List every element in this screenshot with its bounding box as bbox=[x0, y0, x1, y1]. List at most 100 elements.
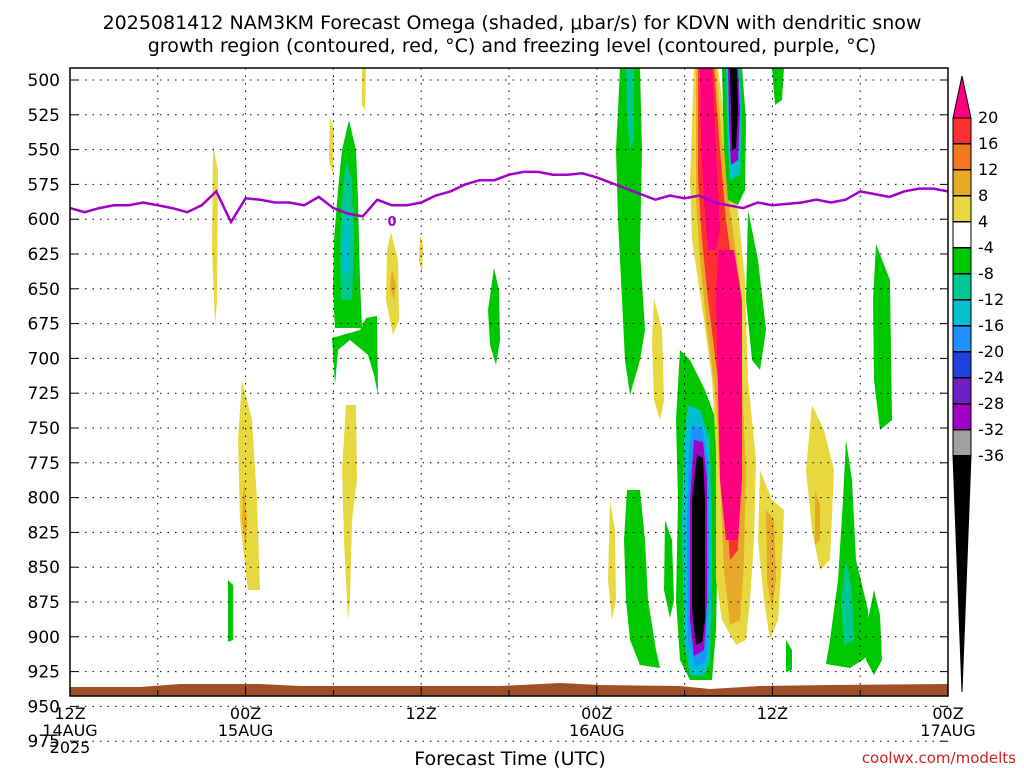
omega-rise-teal bbox=[841, 560, 854, 645]
colorbar-top-arrow bbox=[952, 75, 972, 119]
colorbar-label: -8 bbox=[978, 264, 994, 283]
colorbar-swatch bbox=[952, 403, 972, 430]
omega-sink-orange bbox=[766, 510, 776, 610]
omega-sink-yellow bbox=[419, 235, 423, 275]
x-tick-label: 00Z bbox=[932, 704, 963, 723]
freezing-level-line bbox=[69, 170, 949, 225]
x-tick-label: 00Z bbox=[581, 704, 612, 723]
omega-sink-yellow bbox=[608, 500, 616, 620]
x-tick-label: 12Z bbox=[406, 704, 437, 723]
omega-rise-green bbox=[786, 640, 792, 672]
y-tick-label: 600 bbox=[28, 210, 60, 230]
chart-title-line-2: growth region (contoured, red, °C) and f… bbox=[148, 35, 877, 57]
y-tick-label: 650 bbox=[28, 280, 60, 300]
y-tick-label: 750 bbox=[28, 419, 60, 439]
omega-sink-yellow bbox=[806, 405, 834, 570]
omega-sink-yellow bbox=[238, 380, 260, 590]
x-tick-label: 16AUG bbox=[569, 721, 624, 740]
x-tick-label: 14AUG bbox=[42, 721, 97, 740]
y-tick-label: 625 bbox=[28, 245, 60, 265]
colorbar-swatch bbox=[952, 273, 972, 300]
omega-rise-black bbox=[692, 455, 705, 645]
omega-rise-black bbox=[730, 68, 738, 150]
y-tick-label: 675 bbox=[28, 315, 60, 335]
colorbar-label: 12 bbox=[978, 160, 998, 179]
y-tick-label: 850 bbox=[28, 558, 60, 578]
colorbar-swatch bbox=[952, 377, 972, 404]
omega-sink-orange bbox=[390, 270, 396, 300]
omega-rise-green bbox=[664, 520, 674, 618]
colorbar-swatch bbox=[952, 117, 972, 144]
omega-rise-green bbox=[624, 490, 660, 668]
y-tick-label: 925 bbox=[28, 663, 60, 683]
colorbar-swatch bbox=[952, 247, 972, 274]
x-tick-label: 15AUG bbox=[218, 721, 273, 740]
colorbar-label: -32 bbox=[978, 420, 1004, 439]
colorbar-bottom-arrow bbox=[952, 455, 972, 693]
ground-strip bbox=[70, 683, 948, 696]
omega-rise-green bbox=[332, 316, 378, 395]
freezing-level-label: 0 bbox=[387, 215, 396, 230]
colorbar-label: -36 bbox=[978, 446, 1004, 465]
colorbar-swatch bbox=[952, 143, 972, 170]
x-axis-label: Forecast Time (UTC) bbox=[414, 748, 605, 768]
y-tick-label: 550 bbox=[28, 141, 60, 161]
colorbar-swatch bbox=[952, 325, 972, 352]
x-tick-label: 12Z bbox=[757, 704, 788, 723]
colorbar-label: 8 bbox=[978, 186, 988, 205]
chart-title-line-1: 2025081412 NAM3KM Forecast Omega (shaded… bbox=[103, 12, 922, 34]
colorbar-label: -16 bbox=[978, 316, 1004, 335]
y-tick-label: 950 bbox=[28, 697, 60, 717]
colorbar-label: 4 bbox=[978, 212, 988, 231]
colorbar-label: -4 bbox=[978, 238, 994, 257]
y-tick-label: 900 bbox=[28, 628, 60, 648]
y-tick-label: 525 bbox=[28, 106, 60, 126]
colorbar-label: -28 bbox=[978, 394, 1004, 413]
omega-rise-green bbox=[616, 68, 645, 395]
colorbar-label: -20 bbox=[978, 342, 1004, 361]
colorbar-swatch bbox=[952, 429, 972, 456]
y-tick-label: 775 bbox=[28, 454, 60, 474]
omega-rise-green bbox=[228, 580, 233, 642]
colorbar-swatch bbox=[952, 169, 972, 196]
colorbar-label: -24 bbox=[978, 368, 1004, 387]
omega-rise-teal bbox=[626, 68, 634, 150]
omega-rise-green bbox=[746, 210, 766, 370]
y-tick-label: 500 bbox=[28, 71, 60, 91]
omega-rise-green bbox=[826, 440, 870, 668]
omega-shading bbox=[212, 68, 892, 680]
omega-sink-yellow bbox=[652, 298, 664, 420]
omega-sink-orange bbox=[815, 490, 820, 545]
omega-rise-green bbox=[488, 268, 500, 365]
omega-rise-green bbox=[873, 244, 892, 430]
omega-sink-yellow bbox=[342, 405, 357, 620]
colorbar-label: 20 bbox=[978, 108, 998, 127]
colorbar-swatch bbox=[952, 299, 972, 326]
omega-sink-magenta bbox=[716, 250, 742, 540]
omega-rise-green bbox=[772, 68, 784, 105]
colorbar-swatch bbox=[952, 351, 972, 378]
y-tick-label: 575 bbox=[28, 175, 60, 195]
x-tick-label: 17AUG bbox=[920, 721, 975, 740]
y-tick-label: 700 bbox=[28, 349, 60, 369]
x-tick-label: 2025 bbox=[50, 738, 91, 757]
omega-sink-yellow bbox=[329, 118, 334, 175]
colorbar-label: -12 bbox=[978, 290, 1004, 309]
omega-sink-yellow bbox=[362, 68, 366, 110]
x-tick-label: 12Z bbox=[54, 704, 85, 723]
y-tick-label: 975 bbox=[28, 732, 60, 752]
x-tick-label: 00Z bbox=[230, 704, 261, 723]
y-tick-label: 800 bbox=[28, 489, 60, 509]
omega-sink-magenta bbox=[700, 68, 720, 250]
colorbar-label: 16 bbox=[978, 134, 998, 153]
y-tick-label: 725 bbox=[28, 384, 60, 404]
y-tick-label: 825 bbox=[28, 523, 60, 543]
credit-text: coolwx.com/modelts bbox=[862, 749, 1016, 767]
omega-rise-green bbox=[866, 590, 882, 675]
y-axis: 500 525 550 575 600 625 650 675 700 725 750 775 800 8… bbox=[28, 71, 948, 752]
colorbar-swatch bbox=[952, 195, 972, 222]
colorbar-swatch bbox=[952, 221, 972, 248]
colorbar: 20 16 12 8 4 -4 -8 -12 -16 -20 -24 -28 -32 -36 bbox=[952, 75, 1004, 693]
